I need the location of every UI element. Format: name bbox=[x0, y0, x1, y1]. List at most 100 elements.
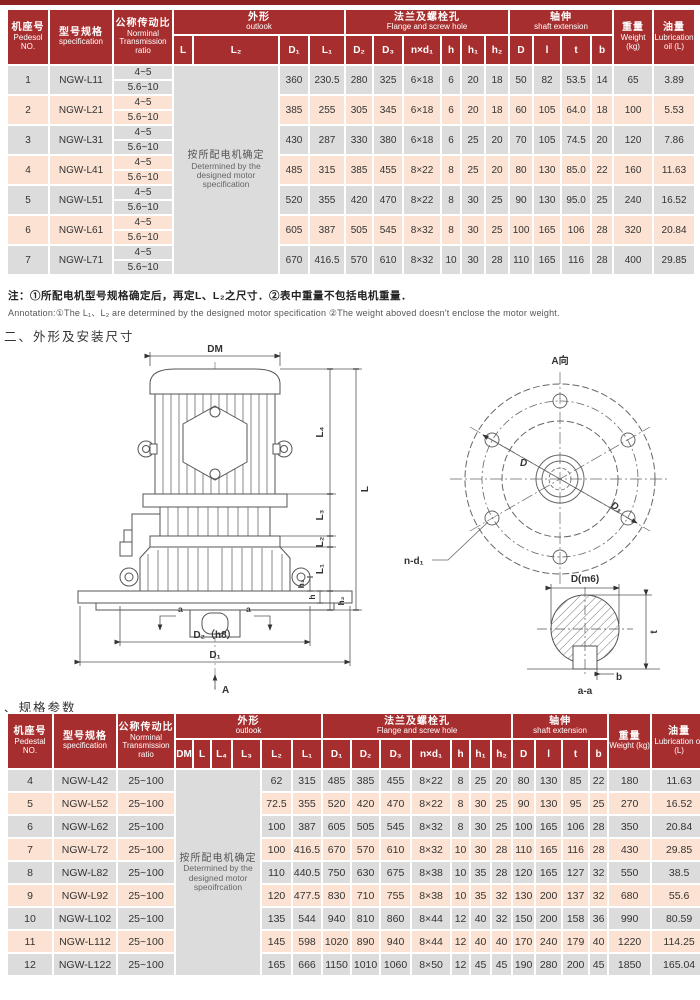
table-cell: 320 bbox=[612, 214, 655, 246]
table-cell: 180 bbox=[607, 768, 653, 793]
table-cell: 135 bbox=[260, 906, 293, 931]
table-cell: 28 bbox=[590, 214, 615, 246]
table-cell: 4~5 bbox=[112, 184, 174, 201]
table-cell: 1220 bbox=[607, 929, 653, 954]
table-cell: 3 bbox=[6, 124, 50, 156]
table-cell: 270 bbox=[607, 791, 653, 816]
table-cell: 350 bbox=[607, 814, 653, 839]
table-cell: 55.6 bbox=[650, 883, 700, 908]
table-cell: 860 bbox=[379, 906, 413, 931]
side-view-dimensions bbox=[74, 352, 362, 689]
table-cell: 106 bbox=[560, 214, 593, 246]
column-header: L₂ bbox=[192, 34, 280, 66]
table-cell: 106 bbox=[561, 814, 591, 839]
table-cell: 5.6~10 bbox=[112, 79, 174, 96]
table-cell: 105 bbox=[532, 94, 563, 126]
table-cell: 28 bbox=[490, 860, 514, 885]
table-cell: 505 bbox=[344, 214, 375, 246]
table-cell: 64.0 bbox=[560, 94, 593, 126]
dim-label-dm: DM bbox=[207, 344, 223, 355]
table-cell: 610 bbox=[372, 244, 405, 276]
column-header: D bbox=[511, 738, 537, 770]
table-cell: 10 bbox=[450, 860, 472, 885]
table-cell: NGW-L61 bbox=[48, 214, 114, 246]
table-cell: NGW-L102 bbox=[52, 906, 118, 931]
column-header: h₁ bbox=[460, 34, 487, 66]
table-cell: 25 bbox=[460, 154, 487, 186]
table-cell: 3.89 bbox=[652, 64, 697, 96]
table-cell: 240 bbox=[534, 929, 564, 954]
table-cell: 385 bbox=[350, 768, 382, 793]
table-cell: 40 bbox=[469, 906, 493, 931]
table-cell: NGW-L31 bbox=[48, 124, 114, 156]
table-cell: 20.84 bbox=[650, 814, 700, 839]
column-header: L₂ bbox=[260, 738, 293, 770]
column-header: L₃ bbox=[231, 738, 262, 770]
table-cell: 477.5 bbox=[290, 883, 324, 908]
table-cell: 670 bbox=[278, 244, 310, 276]
table-cell: 8×44 bbox=[410, 929, 453, 954]
table-cell: 598 bbox=[290, 929, 324, 954]
table-cell: 28 bbox=[590, 244, 615, 276]
table-cell: 20 bbox=[484, 124, 511, 156]
table-cell: 120 bbox=[511, 860, 537, 885]
column-header: h bbox=[450, 738, 472, 770]
table-cell: 670 bbox=[321, 837, 353, 862]
column-header: l bbox=[534, 738, 564, 770]
column-group-header: 公称传动比 Norminal Transmission ratio bbox=[116, 712, 176, 770]
table-cell: 8 bbox=[6, 860, 54, 885]
table-cell: 355 bbox=[290, 791, 324, 816]
table-cell: 25~100 bbox=[116, 768, 176, 793]
table-cell: NGW-L62 bbox=[52, 814, 118, 839]
table-cell: 8×32 bbox=[410, 837, 453, 862]
table-cell: 8×32 bbox=[402, 244, 443, 276]
dim-label-h1: h₁ bbox=[296, 579, 306, 588]
column-header: L bbox=[192, 738, 212, 770]
table-cell: 1010 bbox=[350, 952, 382, 977]
table-cell: 8×38 bbox=[410, 860, 453, 885]
column-header: h bbox=[440, 34, 463, 66]
table-cell: 9 bbox=[6, 883, 54, 908]
table-cell: 4~5 bbox=[112, 64, 174, 81]
table-cell: 605 bbox=[321, 814, 353, 839]
table-cell: 287 bbox=[307, 124, 347, 156]
table-cell: 8 bbox=[440, 154, 463, 186]
table-cell: 25~100 bbox=[116, 906, 176, 931]
table-cell: 82 bbox=[532, 64, 563, 96]
dim-label-l: L bbox=[360, 486, 371, 492]
table-row: 8 NGW-L82 25~100 110 440.5 750 630 675 8×38 10 35 2… bbox=[6, 860, 700, 885]
table-cell: 550 bbox=[607, 860, 653, 885]
table-cell: 80 bbox=[511, 768, 537, 793]
table-cell: 325 bbox=[372, 64, 405, 96]
table-cell: 470 bbox=[372, 184, 405, 216]
table-cell: 505 bbox=[350, 814, 382, 839]
column-header: h₁ bbox=[469, 738, 493, 770]
table-cell: 12 bbox=[450, 906, 472, 931]
table-cell: 10 bbox=[440, 244, 463, 276]
flange-view bbox=[432, 372, 670, 586]
table-cell: 4 bbox=[6, 154, 50, 186]
table-cell: 570 bbox=[350, 837, 382, 862]
table-cell: NGW-L11 bbox=[48, 64, 114, 96]
column-header: D₃ bbox=[372, 34, 405, 66]
section-marker-a-left: a bbox=[178, 604, 183, 614]
table-cell: 4~5 bbox=[112, 154, 174, 171]
dim-label-l3: L₃ bbox=[315, 509, 326, 520]
table-cell: 610 bbox=[379, 837, 413, 862]
table-cell: 5.6~10 bbox=[112, 229, 174, 246]
table-cell: 20 bbox=[460, 94, 487, 126]
column-group-header: 外形 outlook bbox=[173, 712, 324, 740]
table-cell: 385 bbox=[344, 154, 375, 186]
table-cell: 750 bbox=[321, 860, 353, 885]
table-cell: 6 bbox=[6, 214, 50, 246]
table-cell: 6×18 bbox=[402, 64, 443, 96]
table-cell: 100 bbox=[260, 814, 293, 839]
table-cell: 6 bbox=[440, 94, 463, 126]
table-cell: 20.84 bbox=[652, 214, 697, 246]
table-cell: 485 bbox=[321, 768, 353, 793]
table-cell: 355 bbox=[307, 184, 347, 216]
table-cell: 430 bbox=[278, 124, 310, 156]
table-cell: 116 bbox=[560, 244, 593, 276]
table-cell: 16.52 bbox=[650, 791, 700, 816]
table-cell: 6 bbox=[6, 814, 54, 839]
